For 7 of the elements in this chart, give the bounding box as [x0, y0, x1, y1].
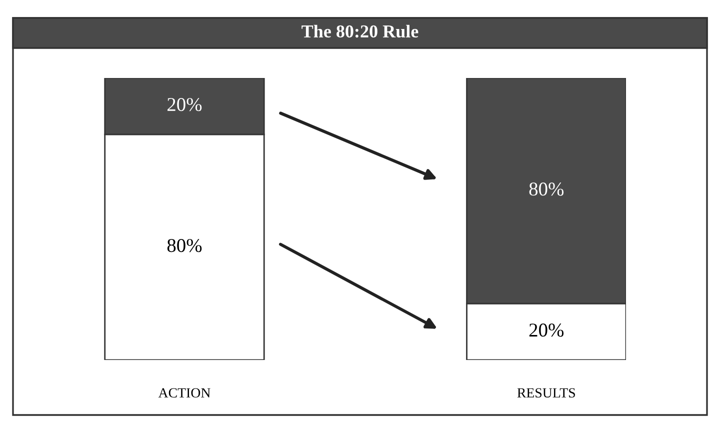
data-label: 80% [167, 238, 202, 252]
chart-title: The 80:20 Rule [302, 24, 418, 38]
data-label: 20% [168, 98, 202, 112]
data-label: 20% [529, 324, 564, 337]
x-tick-label: ACTION [158, 388, 210, 398]
x-tick-label: RESULTS [517, 388, 575, 398]
data-label: 80% [529, 182, 564, 196]
